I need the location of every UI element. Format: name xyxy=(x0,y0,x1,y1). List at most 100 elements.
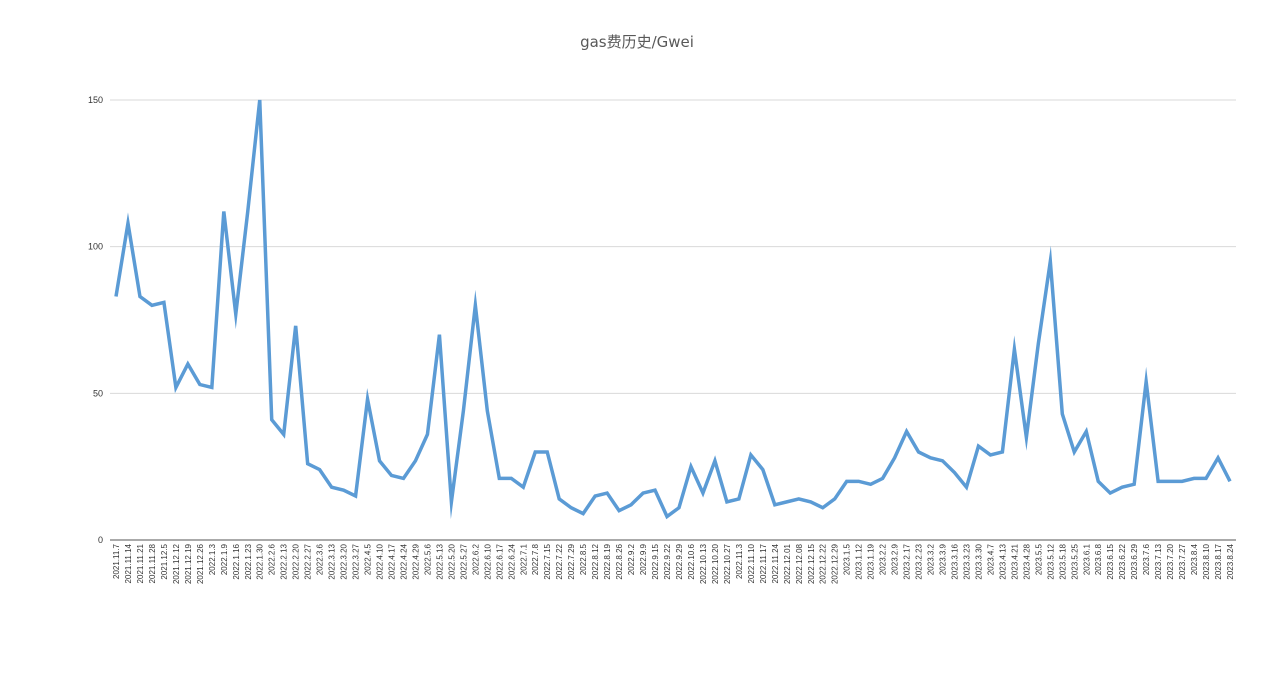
x-tick-label: 2023.1.12 xyxy=(855,543,864,579)
x-tick-label: 2022.1.16 xyxy=(232,543,241,579)
x-tick-label: 2022.12.29 xyxy=(831,543,840,584)
x-tick-label: 2023.3.30 xyxy=(974,543,983,579)
x-tick-label: 2022.11.3 xyxy=(735,543,744,579)
x-tick-label: 2022.12.01 xyxy=(783,543,792,584)
y-tick-label: 50 xyxy=(93,388,103,398)
x-tick-label: 2022.4.17 xyxy=(388,543,397,579)
x-tick-label: 2022.5.13 xyxy=(435,543,444,579)
x-tick-label: 2022.10.13 xyxy=(699,543,708,584)
x-tick-label: 2022.6.24 xyxy=(507,543,516,579)
y-axis-ticks: 0 50 100 150 xyxy=(88,95,103,545)
y-tick-label: 0 xyxy=(98,535,103,545)
series-layer xyxy=(114,99,1232,520)
x-tick-label: 2023.2.2 xyxy=(879,543,888,575)
x-tick-label: 2022.10.6 xyxy=(687,543,696,579)
x-tick-label: 2022.4.24 xyxy=(399,543,408,579)
x-tick-label: 2021.12.5 xyxy=(160,543,169,579)
x-tick-label: 2023.4.13 xyxy=(998,543,1007,579)
x-tick-label: 2023.2.9 xyxy=(891,543,900,575)
x-tick-label: 2022.12.15 xyxy=(807,543,816,584)
x-tick-label: 2021.12.26 xyxy=(196,543,205,584)
x-tick-label: 2022.9.22 xyxy=(663,543,672,579)
x-tick-label: 2023.1.19 xyxy=(867,543,876,579)
series-line xyxy=(114,99,1232,520)
x-tick-label: 2023.5.5 xyxy=(1034,543,1043,575)
x-tick-label: 2023.7.27 xyxy=(1178,543,1187,579)
x-tick-label: 2023.8.10 xyxy=(1202,543,1211,579)
x-tick-label: 2023.8.17 xyxy=(1214,543,1223,579)
x-tick-label: 2022.1.23 xyxy=(244,543,253,579)
x-tick-label: 2023.5.18 xyxy=(1058,543,1067,579)
x-tick-label: 2023.8.4 xyxy=(1190,543,1199,575)
x-axis-ticks: 2021.11.7 2021.11.14 2021.11.21 2021.11.28 2… xyxy=(112,543,1235,584)
x-tick-label: 2021.12.12 xyxy=(172,543,181,584)
x-tick-label: 2022.9.15 xyxy=(651,543,660,579)
x-tick-label: 2021.11.14 xyxy=(124,543,133,583)
x-tick-label: 2023.7.6 xyxy=(1142,543,1151,575)
x-tick-label: 2022.8.19 xyxy=(603,543,612,579)
x-tick-label: 2022.1.30 xyxy=(256,543,265,579)
y-tick-label: 100 xyxy=(88,242,103,252)
x-tick-label: 2022.12.08 xyxy=(795,543,804,584)
x-tick-label: 2023.6.22 xyxy=(1118,543,1127,579)
x-tick-label: 2022.9.2 xyxy=(627,543,636,575)
x-tick-label: 2022.10.20 xyxy=(711,543,720,584)
x-tick-label: 2022.8.5 xyxy=(579,543,588,575)
x-tick-label: 2023.5.25 xyxy=(1070,543,1079,579)
x-tick-label: 2022.4.29 xyxy=(411,543,420,579)
x-tick-label: 2022.3.13 xyxy=(328,543,337,579)
x-tick-label: 2022.11.17 xyxy=(759,543,768,583)
x-tick-label: 2021.11.21 xyxy=(136,543,145,583)
x-tick-label: 2022.7.8 xyxy=(531,543,540,575)
x-tick-label: 2021.11.28 xyxy=(148,543,157,583)
x-tick-label: 2022.3.6 xyxy=(316,543,325,575)
grid-lines xyxy=(110,99,1236,541)
x-tick-label: 2022.5.27 xyxy=(459,543,468,579)
x-tick-label: 2023.3.2 xyxy=(927,543,936,575)
x-tick-label: 2023.6.29 xyxy=(1130,543,1139,579)
x-tick-label: 2022.4.5 xyxy=(364,543,373,575)
x-tick-label: 2022.2.20 xyxy=(292,543,301,579)
x-tick-label: 2022.9.29 xyxy=(675,543,684,579)
chart-title: gas费历史/Gwei xyxy=(580,33,694,51)
x-tick-label: 2023.4.21 xyxy=(1010,543,1019,579)
x-tick-label: 2022.5.6 xyxy=(423,543,432,575)
x-tick-label: 2023.4.28 xyxy=(1022,543,1031,579)
x-tick-label: 2022.2.13 xyxy=(280,543,289,579)
x-tick-label: 2023.7.13 xyxy=(1154,543,1163,579)
x-tick-label: 2022.7.22 xyxy=(555,543,564,579)
x-tick-label: 2023.8.24 xyxy=(1226,543,1235,579)
x-tick-label: 2022.2.6 xyxy=(268,543,277,575)
x-tick-label: 2023.3.9 xyxy=(939,543,948,575)
x-tick-label: 2022.3.20 xyxy=(340,543,349,579)
x-tick-label: 2021.11.7 xyxy=(112,543,121,579)
x-tick-label: 2022.11.24 xyxy=(771,543,780,583)
x-tick-label: 2021.12.19 xyxy=(184,543,193,584)
x-tick-label: 2022.8.26 xyxy=(615,543,624,579)
x-tick-label: 2022.7.15 xyxy=(543,543,552,579)
x-tick-label: 2022.1.9 xyxy=(220,543,229,575)
x-tick-label: 2022.6.10 xyxy=(483,543,492,579)
x-tick-label: 2022.3.27 xyxy=(352,543,361,579)
x-tick-label: 2022.7.1 xyxy=(519,543,528,575)
x-tick-label: 2022.2.27 xyxy=(304,543,313,579)
x-tick-label: 2023.3.16 xyxy=(950,543,959,579)
x-tick-label: 2023.6.1 xyxy=(1082,543,1091,575)
x-tick-label: 2022.5.20 xyxy=(447,543,456,579)
x-tick-label: 2023.1.5 xyxy=(843,543,852,575)
x-tick-label: 2022.11.10 xyxy=(747,543,756,583)
x-tick-label: 2022.7.29 xyxy=(567,543,576,579)
x-tick-label: 2022.1.3 xyxy=(208,543,217,575)
x-tick-label: 2023.7.20 xyxy=(1166,543,1175,579)
x-tick-label: 2023.2.23 xyxy=(915,543,924,579)
x-tick-label: 2023.4.7 xyxy=(986,543,995,575)
x-tick-label: 2022.6.2 xyxy=(471,543,480,575)
x-tick-label: 2022.6.17 xyxy=(495,543,504,579)
x-tick-label: 2022.9.9 xyxy=(639,543,648,575)
x-tick-label: 2023.3.23 xyxy=(962,543,971,579)
x-tick-label: 2023.2.17 xyxy=(903,543,912,579)
x-tick-label: 2022.12.22 xyxy=(819,543,828,584)
x-tick-label: 2022.8.12 xyxy=(591,543,600,579)
x-tick-label: 2023.6.15 xyxy=(1106,543,1115,579)
